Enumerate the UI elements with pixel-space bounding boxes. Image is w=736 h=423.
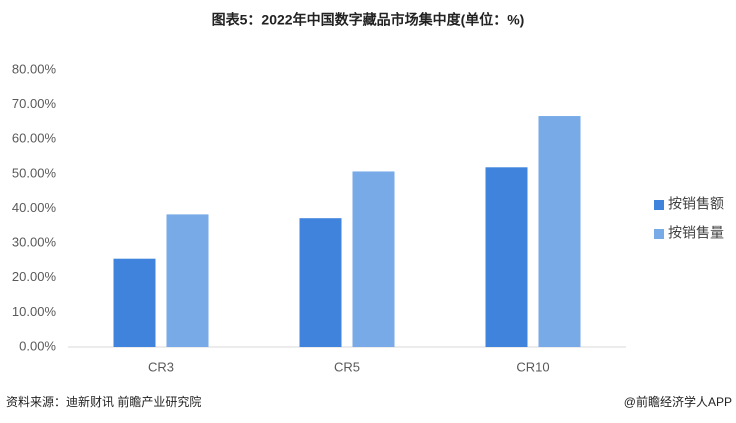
bar [299,218,342,347]
y-tick-label: 50.00% [12,165,57,180]
y-tick-label: 80.00% [12,61,57,76]
x-tick-label: CR5 [334,359,360,374]
y-tick-label: 70.00% [12,96,57,111]
x-tick-label: CR3 [148,359,174,374]
bar [352,171,395,347]
legend-swatch [654,229,664,239]
bar [538,116,581,348]
y-tick-label: 30.00% [12,235,57,250]
bar [113,258,156,347]
credit: @前瞻经济学人APP [624,394,732,409]
y-tick-label: 40.00% [12,200,57,215]
source: 资料来源：迪新财讯 前瞻产业研究院 [6,394,201,409]
x-tick-label: CR10 [516,359,549,374]
legend-label: 按销售量 [668,225,724,241]
y-tick-label: 10.00% [12,304,57,319]
chart-title: 图表5：2022年中国数字藏品市场集中度(单位：%) [212,12,525,28]
legend-swatch [654,200,664,210]
y-tick-label: 0.00% [19,338,56,353]
bar [485,167,528,347]
bar [166,214,209,347]
legend-label: 按销售额 [668,196,724,212]
y-tick-label: 20.00% [12,269,57,284]
y-tick-label: 60.00% [12,131,57,146]
